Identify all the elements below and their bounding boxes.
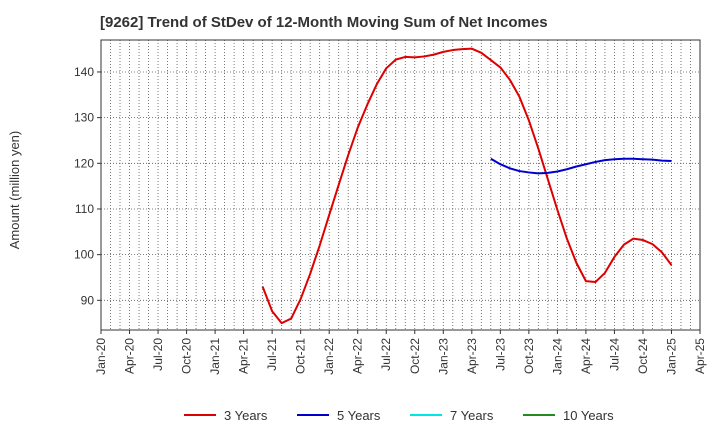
legend: 3 Years 5 Years 7 Years 10 Years (184, 408, 614, 423)
chart-title: [9262] Trend of StDev of 12-Month Moving… (100, 14, 548, 31)
grid-lines (101, 40, 700, 330)
x-tick-label: Jul-20 (151, 338, 165, 371)
y-tick-label: 130 (74, 111, 94, 125)
y-tick-label: 110 (75, 202, 94, 216)
x-tick-label: Apr-23 (465, 338, 479, 374)
y-tick-label: 140 (74, 65, 94, 79)
legend-label-3-years: 3 Years (224, 408, 268, 423)
x-tick-label: Oct-21 (294, 338, 308, 374)
x-tick-label: Jul-24 (607, 338, 621, 371)
y-tick-label: 100 (74, 248, 94, 262)
x-tick-label: Oct-24 (636, 338, 650, 374)
legend-label-10-years: 10 Years (563, 408, 614, 423)
series-line-3-years (261, 47, 673, 325)
x-tick-label: Jan-24 (550, 338, 564, 375)
x-tick-label: Oct-22 (408, 338, 422, 374)
y-axis-ticks: 90 100 110 120 130 140 (74, 65, 101, 307)
x-tick-label: Jan-25 (664, 338, 678, 375)
x-axis-ticks: Jan-20 Apr-20 Jul-20 Oct-20 Jan-21 Apr-21 Jul-… (94, 330, 707, 375)
x-tick-label: Jul-21 (265, 338, 279, 371)
y-tick-label: 90 (81, 293, 95, 307)
plot-area (101, 40, 700, 330)
legend-label-7-years: 7 Years (450, 408, 494, 423)
x-tick-label: Apr-20 (123, 338, 137, 374)
series-lines (261, 47, 673, 325)
x-tick-label: Apr-21 (237, 338, 251, 374)
x-tick-label: Jul-23 (493, 338, 507, 371)
x-tick-label: Jan-22 (322, 338, 336, 375)
legend-label-5-years: 5 Years (337, 408, 381, 423)
x-tick-label: Apr-22 (351, 338, 365, 374)
x-tick-label: Jan-21 (208, 338, 222, 375)
x-tick-label: Jan-20 (94, 338, 108, 375)
x-tick-label: Oct-20 (180, 338, 194, 374)
plot-border (100, 39, 701, 331)
y-axis-title: Amount (million yen) (7, 131, 22, 250)
series-line-5-years (490, 157, 672, 175)
x-tick-label: Jul-22 (379, 338, 393, 371)
x-tick-label: Jan-23 (436, 338, 450, 375)
x-tick-label: Oct-23 (522, 338, 536, 374)
y-tick-label: 120 (74, 156, 94, 170)
x-tick-label: Apr-24 (579, 338, 593, 374)
x-tick-label: Apr-25 (693, 338, 707, 374)
